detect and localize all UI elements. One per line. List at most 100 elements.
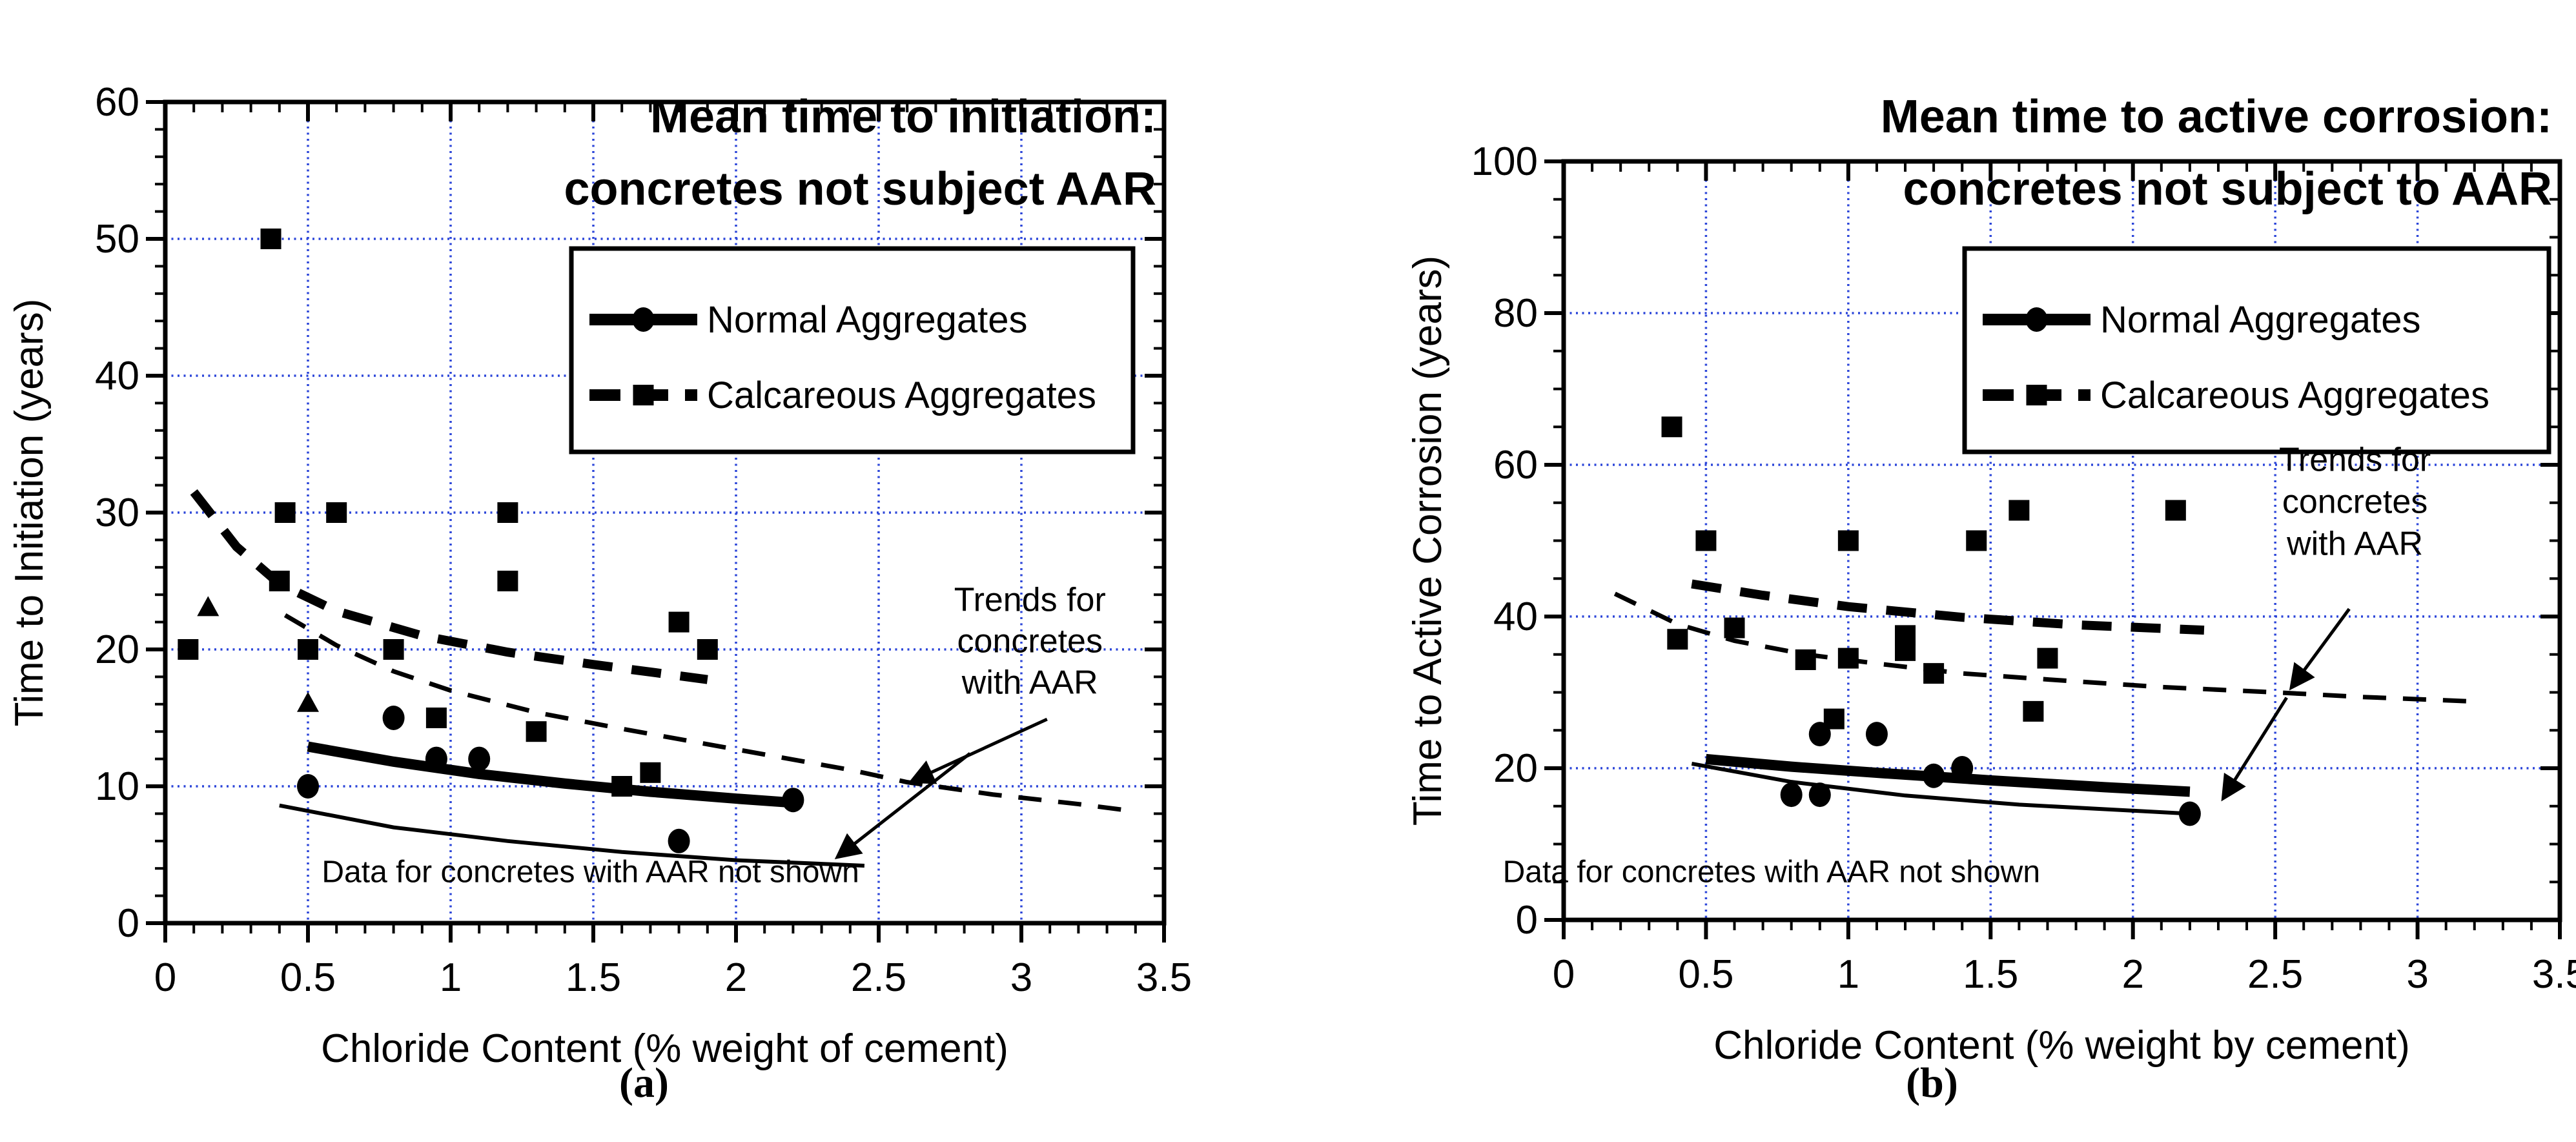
annotation-line: with AAR <box>961 664 1098 702</box>
circle-data-point <box>468 746 491 771</box>
y-tick-label: 40 <box>95 354 139 398</box>
annotation-line: Trends for <box>954 582 1106 619</box>
square-data-point <box>1895 640 1916 661</box>
annotation-arrow <box>834 752 971 860</box>
chart-title: Mean time to initiation: concretes not su… <box>564 91 1156 215</box>
annotation-line: with AAR <box>2286 525 2423 562</box>
annotation-line: Data for concretes with AAR not shown <box>1503 855 2040 889</box>
x-tick-label: 1 <box>440 955 462 1000</box>
square-data-point <box>1724 617 1745 638</box>
chart-title-line: concretes not subject to AAR <box>1903 163 2552 215</box>
data-points <box>178 229 804 853</box>
chart-title: Mean time to active corrosion: concretes … <box>1881 91 2552 215</box>
square-data-point <box>2165 500 2186 521</box>
y-tick-label: 30 <box>95 491 139 535</box>
annotation-line: concretes <box>2282 483 2428 520</box>
x-axis-title: Chloride Content (% weight of cement) <box>321 1026 1008 1071</box>
y-axis-title: Time to Active Corrosion (years) <box>1406 256 1450 826</box>
annotation-line: Data for concretes with AAR not shown <box>322 855 859 889</box>
x-tick-label: 0.5 <box>1678 952 1733 997</box>
caption-b: (b) <box>1906 1059 1958 1106</box>
square-data-point <box>1923 663 1945 684</box>
square-data-point <box>260 229 281 249</box>
chart-panel-a: 0 0.5 1 1.5 2 2.5 3 3.5 0 10 20 30 40 50 60 Chloride Co… <box>0 0 1288 1142</box>
legend-label: Normal Aggregates <box>707 299 1027 341</box>
legend-square-marker <box>633 385 654 405</box>
circle-data-point <box>297 774 319 799</box>
square-data-point <box>668 611 690 633</box>
x-tick-label: 2.5 <box>851 955 906 1000</box>
trend-thin-dashed <box>1613 591 2475 704</box>
x-tick-label: 2 <box>725 955 747 1000</box>
x-tick-label: 0 <box>1553 952 1575 997</box>
annotation-line: Trends for <box>2279 441 2431 478</box>
y-tick-label: 20 <box>95 627 139 672</box>
square-data-point <box>1966 530 1987 551</box>
x-tick-label: 3.5 <box>1136 955 1192 1000</box>
square-data-point <box>526 721 547 742</box>
y-tick-label: 80 <box>1493 291 1538 336</box>
no-aar-data-note: Data for concretes with AAR not shown <box>322 855 859 889</box>
annotation-line: concretes <box>957 623 1103 660</box>
legend-square-marker <box>2026 385 2047 405</box>
legend-circle-marker <box>2025 307 2048 332</box>
annotation-arrow <box>2289 607 2351 691</box>
triangle-data-point <box>197 596 220 617</box>
data-points <box>1661 416 2201 826</box>
y-tick-label: 20 <box>1493 746 1538 791</box>
x-tick-label: 0 <box>154 955 176 1000</box>
annotation-arrow <box>2221 697 2288 802</box>
legend-label: Calcareous Aggregates <box>707 374 1096 416</box>
plot-spines <box>163 99 1167 926</box>
circle-data-point <box>1951 756 1974 780</box>
chart-background <box>0 0 1288 1142</box>
y-tick-label: 50 <box>95 217 139 261</box>
y-tick-label: 0 <box>118 901 139 946</box>
chart-title-line: concretes not subject AAR <box>564 163 1156 215</box>
legend: Normal Aggregates Calcareous Aggregates <box>569 246 1136 454</box>
x-tick-label: 1.5 <box>1963 952 2018 997</box>
plot-spines <box>1561 159 2562 923</box>
y-tick-label: 0 <box>1516 898 1538 943</box>
square-data-point <box>1661 416 1682 438</box>
no-aar-data-note: Data for concretes with AAR not shown <box>1503 855 2040 889</box>
y-tick-label: 10 <box>95 764 139 809</box>
chart-title-line: Mean time to active corrosion: <box>1881 91 2552 143</box>
caption-a: (a) <box>619 1059 669 1106</box>
x-tick-label: 1.5 <box>566 955 621 1000</box>
square-data-point <box>1667 629 1688 650</box>
square-data-point <box>611 776 633 797</box>
square-data-point <box>269 571 290 591</box>
circle-data-point <box>1808 782 1831 808</box>
chart-a-initiation: 0 0.5 1 1.5 2 2.5 3 3.5 0 10 20 30 40 50 60 Chloride Co… <box>0 0 1288 1142</box>
x-tick-label: 1 <box>1837 952 1859 997</box>
x-tick-label: 3.5 <box>2532 952 2576 997</box>
x-tick-label: 0.5 <box>280 955 336 1000</box>
square-data-point <box>1795 649 1816 670</box>
tick-labels: 0 0.5 1 1.5 2 2.5 3 3.5 0 10 20 30 40 50 60 <box>95 80 1192 1000</box>
trend-thick-solid <box>307 741 793 808</box>
legend-box <box>1962 246 2551 454</box>
square-data-point <box>274 502 296 523</box>
chart-background <box>1288 0 2576 1142</box>
x-tick-label: 2 <box>2121 952 2143 997</box>
y-tick-label: 100 <box>1471 139 1538 184</box>
square-data-point <box>697 639 718 660</box>
square-data-point <box>2009 500 2030 521</box>
y-tick-label: 60 <box>95 80 139 125</box>
triangle-data-point <box>297 691 319 712</box>
chart-panel-b: 0 0.5 1 1.5 2 2.5 3 3.5 0 20 40 60 80 100 Chloride Con… <box>1288 0 2576 1142</box>
circle-data-point <box>2178 801 2201 826</box>
circle-data-point <box>425 746 447 771</box>
square-data-point <box>640 762 661 783</box>
square-data-point <box>1837 647 1859 669</box>
circle-data-point <box>382 706 405 730</box>
square-data-point <box>1837 530 1859 551</box>
square-data-point <box>425 708 447 728</box>
chart-title-line: Mean time to initiation: <box>650 91 1156 143</box>
x-axis-title: Chloride Content (% weight by cement) <box>1713 1023 2410 1068</box>
legend-label: Calcareous Aggregates <box>2100 374 2489 416</box>
square-data-point <box>2023 700 2044 722</box>
legend-label: Normal Aggregates <box>2100 299 2420 341</box>
